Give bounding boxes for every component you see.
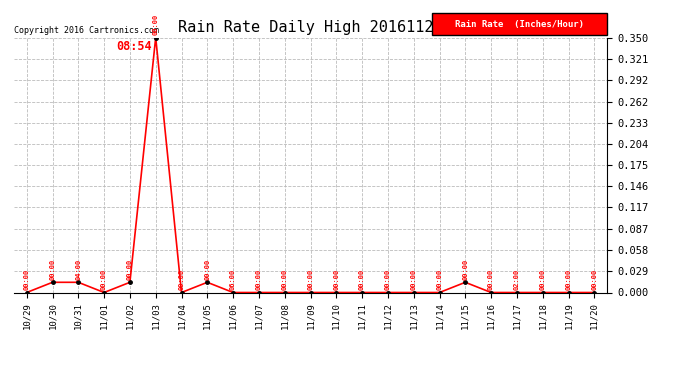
- Text: 00:00: 00:00: [411, 269, 417, 290]
- Text: 00:00: 00:00: [437, 269, 442, 290]
- Text: 00:00: 00:00: [23, 269, 30, 290]
- Text: 00:00: 00:00: [462, 259, 469, 280]
- Text: 04:00: 04:00: [75, 259, 81, 280]
- Text: Rain Rate  (Inches/Hour): Rain Rate (Inches/Hour): [455, 20, 584, 28]
- Text: 00:00: 00:00: [566, 269, 571, 290]
- Text: 00:00: 00:00: [127, 259, 133, 280]
- Text: 00:00: 00:00: [179, 269, 184, 290]
- Text: 00:00: 00:00: [256, 269, 262, 290]
- Text: 00:00: 00:00: [152, 14, 159, 35]
- Text: 00:00: 00:00: [308, 269, 313, 290]
- Text: 00:00: 00:00: [540, 269, 546, 290]
- Text: Copyright 2016 Cartronics.com: Copyright 2016 Cartronics.com: [14, 26, 159, 35]
- Text: 00:00: 00:00: [50, 259, 55, 280]
- Text: 00:00: 00:00: [385, 269, 391, 290]
- Text: 00:00: 00:00: [591, 269, 598, 290]
- Text: 00:00: 00:00: [359, 269, 365, 290]
- Text: 00:00: 00:00: [204, 259, 210, 280]
- Text: 00:00: 00:00: [282, 269, 288, 290]
- Text: 08:54: 08:54: [116, 40, 152, 53]
- Text: 00:00: 00:00: [101, 269, 107, 290]
- Text: 06:00: 06:00: [230, 269, 236, 290]
- Text: 02:00: 02:00: [514, 269, 520, 290]
- Title: Rain Rate Daily High 20161121: Rain Rate Daily High 20161121: [178, 20, 443, 35]
- Text: 00:00: 00:00: [333, 269, 339, 290]
- Bar: [432, 13, 607, 35]
- Text: 00:00: 00:00: [488, 269, 494, 290]
